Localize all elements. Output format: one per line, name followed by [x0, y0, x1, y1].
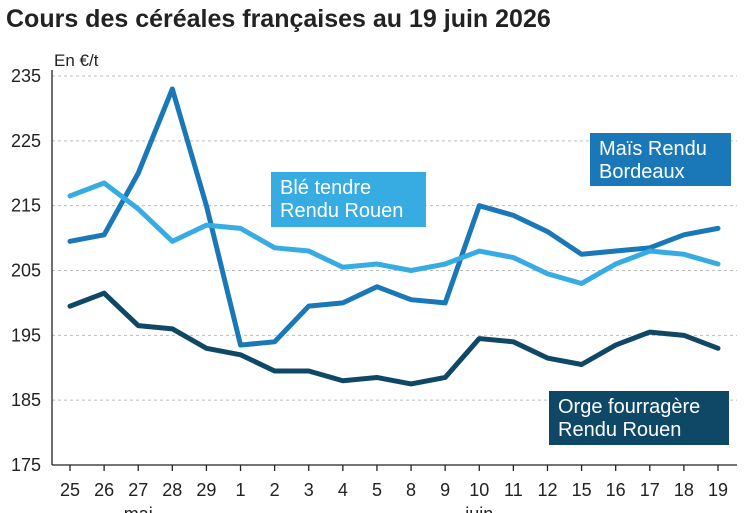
x-tick-label: 28	[162, 480, 182, 500]
series-label-text: Rendu Rouen	[558, 419, 681, 441]
series-line	[67, 180, 721, 286]
x-tick-label: 29	[196, 480, 216, 500]
x-tick-label: 5	[372, 480, 382, 500]
x-tick-label: 12	[537, 480, 557, 500]
gridlines	[51, 70, 737, 466]
x-tick-label: 2	[270, 480, 280, 500]
x-tick-label: 19	[708, 480, 728, 500]
x-tick-label: 25	[60, 480, 80, 500]
x-tick-label: 8	[406, 480, 416, 500]
chart-title: Cours des céréales françaises au 19 juin…	[6, 5, 551, 33]
y-axis-label: En €/t	[54, 51, 99, 70]
y-tick-label: 215	[11, 196, 41, 216]
x-tick-labels: 25 26 27 28 29 1 2 3 4 5 8 9 10 11 12 15 16 17 18 19	[60, 465, 728, 500]
x-tick-label: 1	[236, 480, 246, 500]
series-line	[67, 86, 721, 348]
y-tick-label: 175	[11, 455, 41, 475]
series-label-text: Blé tendre	[280, 177, 371, 199]
month-label: mai	[124, 504, 153, 513]
month-label: juin	[464, 504, 493, 513]
series-label-text: Maïs Rendu	[599, 138, 707, 160]
series-label-text: Rendu Rouen	[280, 200, 403, 222]
x-tick-label: 15	[572, 480, 592, 500]
series-label-box	[590, 133, 731, 186]
series-lines	[67, 86, 721, 387]
month-labels: mai juin	[124, 504, 494, 513]
y-tick-labels: 175 185 195 205 215 225 235	[11, 66, 41, 475]
series-label-text: Bordeaux	[599, 161, 685, 183]
x-tick-label: 3	[304, 480, 314, 500]
x-tick-label: 4	[338, 480, 348, 500]
x-tick-label: 9	[440, 480, 450, 500]
x-tick-label: 16	[606, 480, 626, 500]
y-tick-label: 235	[11, 66, 41, 86]
y-tick-label: 185	[11, 390, 41, 410]
x-tick-label: 27	[128, 480, 148, 500]
y-tick-label: 225	[11, 131, 41, 151]
x-tick-label: 17	[640, 480, 660, 500]
series-label-box	[549, 391, 729, 445]
series-label-box	[271, 172, 426, 227]
y-tick-label: 195	[11, 325, 41, 345]
y-tick-label: 205	[11, 261, 41, 281]
x-tick-label: 26	[94, 480, 114, 500]
series-line	[67, 290, 721, 387]
x-tick-label: 10	[469, 480, 489, 500]
x-tick-label: 11	[504, 480, 523, 500]
x-tick-label: 18	[674, 480, 694, 500]
series-label-text: Orge fourragère	[558, 396, 700, 418]
